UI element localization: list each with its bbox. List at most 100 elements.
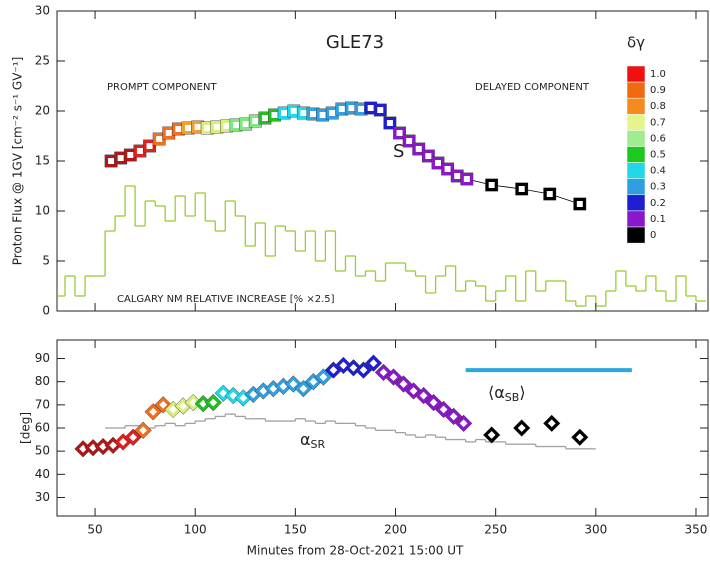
y-tick-label: 20: [35, 104, 50, 118]
label-part: ⟨α: [488, 383, 505, 402]
y-tick-label: 90: [35, 351, 50, 365]
marker: [335, 103, 348, 115]
marker: [114, 433, 132, 451]
marker: [220, 120, 233, 132]
marker: [395, 375, 412, 393]
colorbar-swatch: [626, 65, 646, 83]
colorbar-swatch: [626, 226, 646, 244]
marker: [295, 380, 312, 397]
marker: [315, 368, 332, 386]
colorbar-label: 0.2: [650, 198, 666, 209]
colorbar-label: 0.8: [650, 101, 666, 112]
x-tick-label: 200: [384, 523, 407, 537]
marker: [355, 361, 372, 379]
marker: [153, 133, 166, 145]
marker: [441, 163, 454, 175]
plot-area: [57, 101, 706, 307]
y-tick-label: 50: [35, 444, 50, 458]
y-axis-label: Proton Flux @ 1GV [cm⁻² s⁻¹ GV⁻¹]: [11, 57, 25, 266]
colorbar-label: 1.0: [650, 69, 666, 80]
marker: [306, 108, 319, 120]
colorbar-label: 0.1: [650, 214, 666, 225]
colorbar-swatch: [626, 194, 646, 212]
marker: [124, 429, 142, 446]
marker: [425, 394, 442, 411]
marker: [305, 373, 322, 390]
y-tick-label: 10: [35, 204, 50, 218]
marker: [182, 122, 195, 134]
marker: [571, 429, 588, 446]
series-label: ⟨αSB⟩: [488, 383, 526, 405]
marker: [145, 403, 162, 420]
histogram-label: CALGARY NM RELATIVE INCREASE [% ×2.5]: [117, 294, 335, 305]
x-tick-label: 250: [484, 523, 507, 537]
marker: [365, 355, 382, 372]
y-tick-label: 30: [35, 4, 50, 18]
colorbar-label: 0.6: [650, 133, 666, 144]
marker: [325, 361, 342, 379]
marker: [412, 143, 425, 155]
marker: [513, 419, 530, 437]
series-label: S: [393, 141, 404, 162]
marker: [460, 173, 473, 185]
marker: [205, 394, 222, 411]
marker: [483, 426, 500, 444]
marker: [278, 107, 291, 119]
marker: [135, 422, 152, 439]
marker: [172, 123, 185, 135]
marker: [403, 135, 416, 147]
x-tick-label: 150: [284, 523, 307, 537]
marker: [405, 382, 422, 400]
marker: [375, 364, 392, 381]
marker: [435, 401, 452, 418]
colorbar-swatch: [626, 97, 646, 115]
colorbar-swatch: [626, 81, 646, 99]
marker: [162, 127, 175, 139]
subscript: SB: [505, 391, 520, 404]
marker: [201, 122, 214, 134]
colorbar-swatch: [626, 130, 646, 147]
marker: [105, 155, 118, 167]
colorbar-label: 0.5: [650, 150, 666, 161]
colorbar-title: δγ: [627, 34, 645, 52]
marker: [287, 105, 300, 117]
colorbar-label: 0.9: [650, 85, 666, 96]
marker: [573, 198, 586, 210]
x-axis-label: Minutes from 28-Oct-2021 15:00 UT: [247, 544, 464, 558]
marker: [364, 102, 377, 114]
marker: [124, 149, 137, 161]
marker: [114, 152, 127, 164]
y-tick-label: 40: [35, 467, 50, 481]
marker: [258, 112, 271, 124]
series-line: [110, 107, 580, 205]
marker: [422, 150, 435, 162]
annotation: PROMPT COMPONENT: [107, 82, 217, 93]
marker: [326, 107, 339, 119]
y-tick-label: 30: [35, 490, 50, 504]
x-tick-label: 300: [584, 523, 607, 537]
y-tick-label: 80: [35, 374, 50, 388]
top-frame: [56, 10, 709, 312]
marker: [485, 179, 498, 191]
colorbar-swatch: [626, 210, 646, 228]
x-tick-label: 350: [685, 523, 708, 537]
marker: [355, 103, 368, 115]
marker: [393, 127, 406, 139]
marker: [455, 415, 472, 432]
chart-title: GLE73: [326, 32, 384, 53]
marker: [383, 117, 396, 129]
marker: [155, 396, 172, 413]
plot-area: [74, 354, 632, 458]
y-tick-label: 0: [42, 304, 50, 318]
marker: [268, 109, 281, 121]
colorbar-swatch: [626, 162, 646, 179]
marker: [345, 102, 358, 114]
marker: [143, 140, 156, 152]
y-tick-label: 5: [42, 254, 50, 268]
marker: [385, 368, 402, 386]
y-tick-label: 60: [35, 421, 50, 435]
label-part: ⟩: [519, 383, 525, 402]
marker: [451, 170, 464, 182]
marker: [133, 145, 146, 157]
